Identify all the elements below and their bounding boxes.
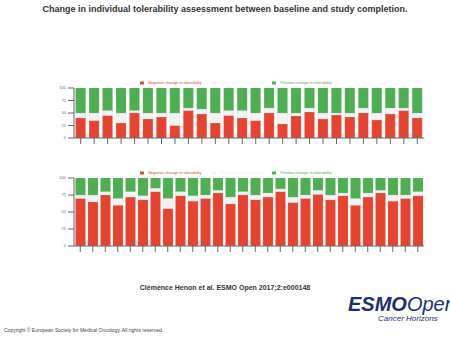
svg-text:25: 25 (62, 226, 67, 231)
html-text:Negative change in tolerabilit: Negative change in tolerability (148, 80, 202, 85)
html-text:Positive change in tolerabilit: Positive change in tolerability (280, 80, 332, 85)
svg-text:50: 50 (62, 110, 67, 115)
html-text:Copyright © European Society f: Copyright © European Society for Medical… (4, 327, 164, 333)
html-text:Change in individual tolerabil: Change in individual tolerability assess… (42, 4, 408, 14)
svg-text:75: 75 (62, 192, 67, 197)
svg-text:0: 0 (64, 243, 67, 248)
html-text:Cancer Horizons: Cancer Horizons (378, 314, 438, 323)
html-text:Clémence Henon et al. ESMO Ope: Clémence Henon et al. ESMO Open 2017;2:e… (139, 284, 311, 291)
svg-text:100: 100 (59, 175, 66, 180)
svg-text:25: 25 (62, 123, 67, 128)
svg-text:75: 75 (62, 98, 67, 103)
svg-text:50: 50 (62, 209, 67, 214)
svg-text:100: 100 (59, 85, 66, 90)
html-text:ESMO: ESMO (348, 293, 407, 315)
html-text:Negative change in tolerabilit: Negative change in tolerability (148, 170, 202, 175)
svg-text:0: 0 (64, 135, 67, 140)
html-text:Positive change in tolerabilit: Positive change in tolerability (280, 170, 332, 175)
html-text:No change in tolerability: No change in tolerability (219, 80, 263, 85)
html-text:No change in tolerability: No change in tolerability (219, 170, 263, 175)
